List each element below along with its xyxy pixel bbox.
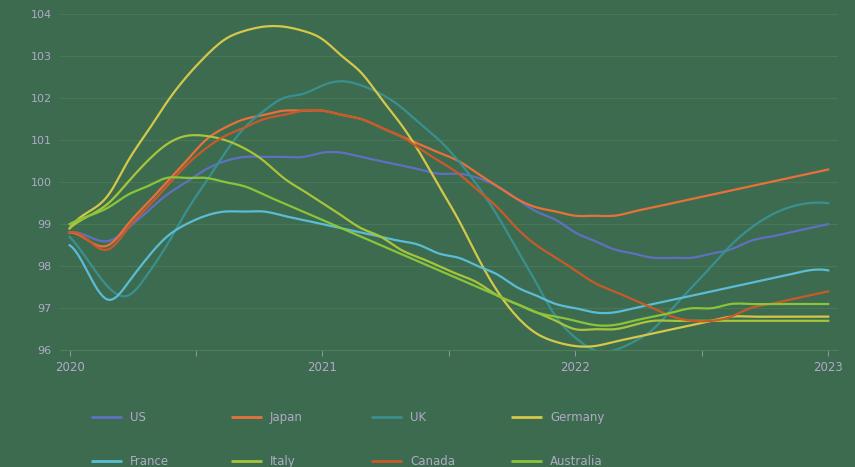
Text: Australia: Australia	[550, 455, 603, 467]
Text: Japan: Japan	[270, 411, 303, 424]
Text: US: US	[130, 411, 145, 424]
Text: Germany: Germany	[550, 411, 604, 424]
Text: Canada: Canada	[410, 455, 455, 467]
Text: Italy: Italy	[270, 455, 296, 467]
Text: France: France	[130, 455, 169, 467]
Text: UK: UK	[410, 411, 426, 424]
